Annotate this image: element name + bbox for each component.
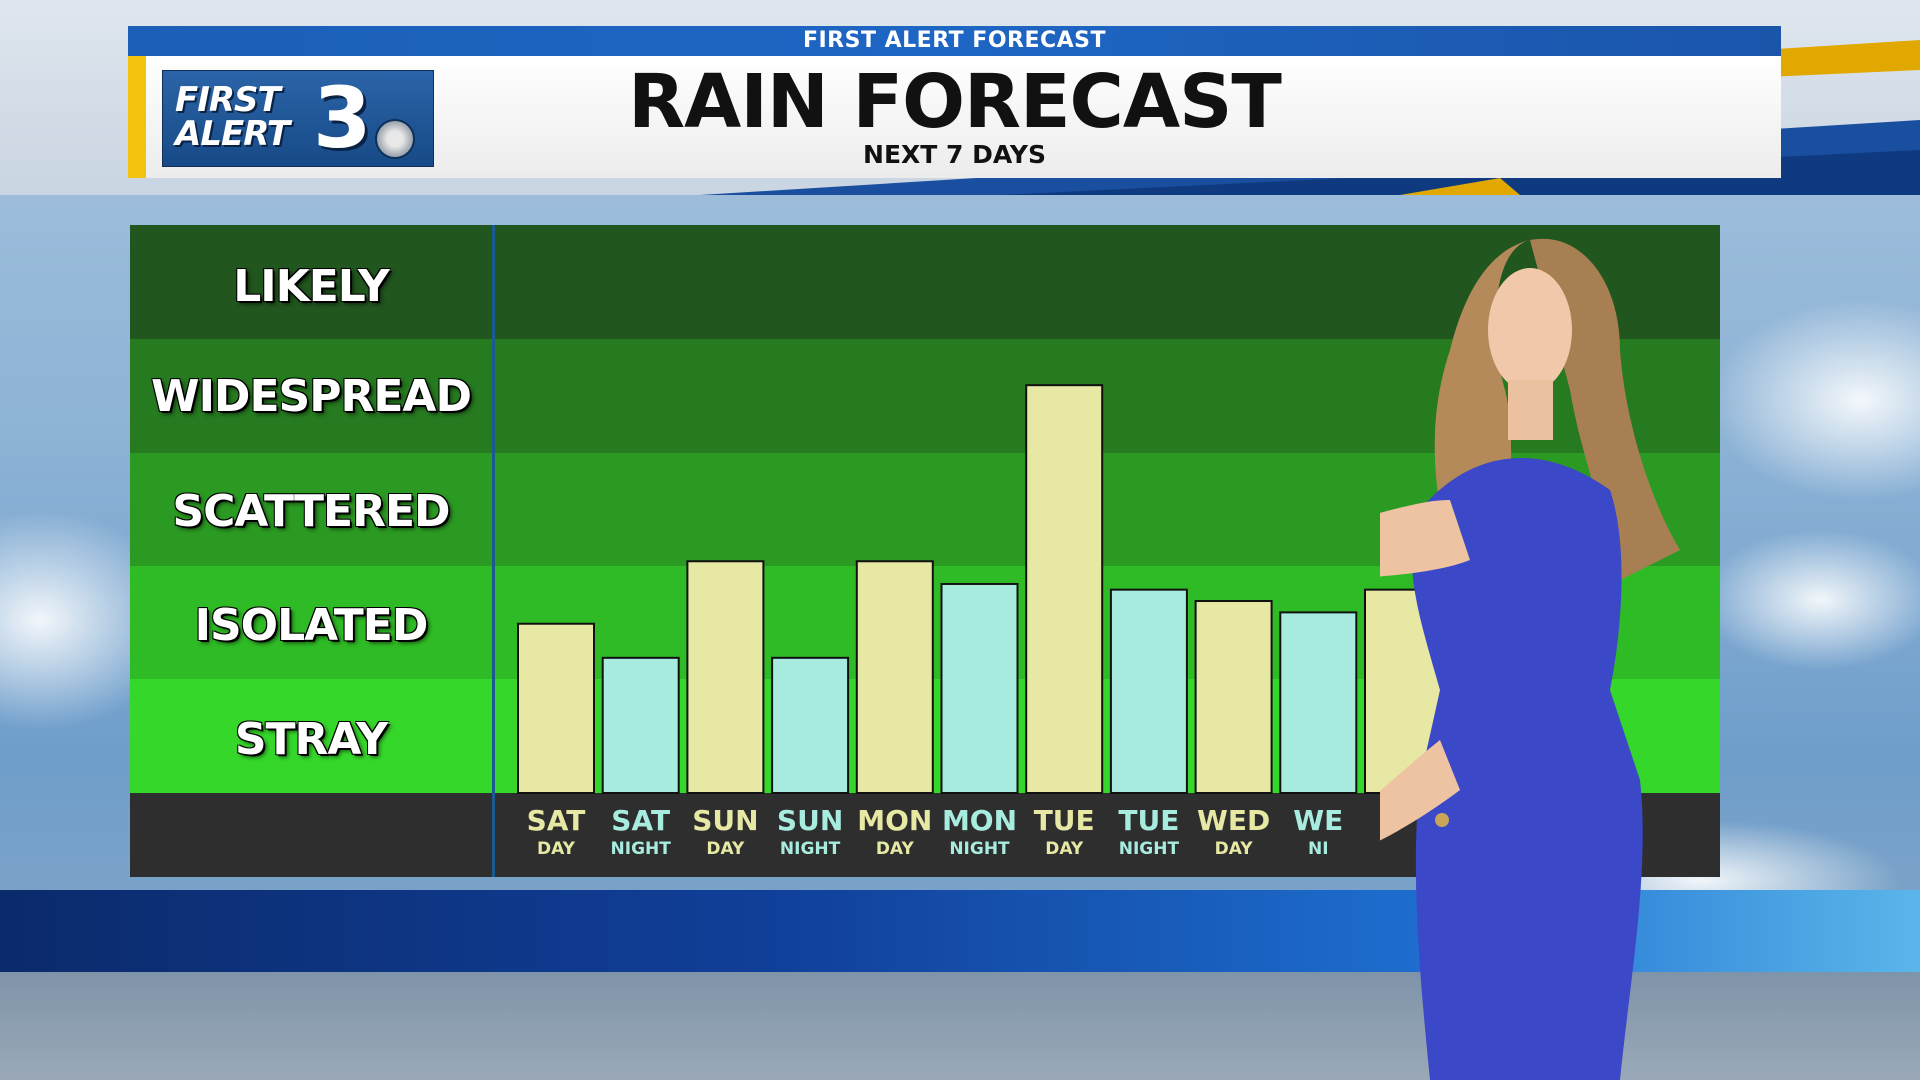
- forecast-banner: FIRST ALERT FORECAST: [128, 26, 1781, 56]
- x-tick-sublabel: NIGHT: [1118, 839, 1180, 859]
- x-tick-sublabel: DAY: [875, 839, 914, 859]
- x-tick-sublabel: DAY: [1214, 839, 1253, 859]
- bar-we-ni: [1279, 611, 1358, 794]
- x-tick-label: SAT: [611, 804, 671, 837]
- bar-tue-day: [1025, 384, 1104, 794]
- page-subtitle: NEXT 7 DAYS: [863, 140, 1046, 169]
- bar-sat-night: [601, 656, 680, 795]
- bar-mon-night: [940, 582, 1019, 795]
- x-tick-sublabel: DAY: [706, 839, 745, 859]
- logo-wordmark: FIRST ALERT: [175, 80, 290, 154]
- y-label-isolated: ISOLATED: [194, 600, 429, 651]
- y-label-scattered: SCATTERED: [172, 486, 450, 537]
- x-tick-label: SUN: [776, 804, 844, 837]
- bar-wed-day: [1194, 600, 1273, 794]
- header-accent: [128, 56, 146, 178]
- band-likely: [130, 225, 1720, 339]
- y-label-stray: STRAY: [234, 714, 388, 765]
- x-tick-sublabel: NIGHT: [779, 839, 841, 859]
- y-label-widespread: WIDESPREAD: [151, 371, 472, 422]
- logo-number: 3: [313, 69, 372, 167]
- bar-sun-day: [686, 560, 765, 795]
- x-tick-label: TUE: [1118, 804, 1180, 837]
- x-tick-sublabel: NIGHT: [610, 839, 671, 859]
- x-tick-sublabel: DAY: [537, 839, 575, 859]
- x-tick-label: SUN: [692, 804, 759, 837]
- bar-sat-day: [517, 622, 595, 794]
- bar-mon-day: [855, 560, 934, 795]
- x-tick-sublabel: NIGHT: [949, 839, 1010, 859]
- x-tick-sublabel: NI: [1308, 839, 1329, 859]
- label-divider: [492, 225, 495, 877]
- bars-layer: [517, 384, 1527, 795]
- y-label-likely: LIKELY: [233, 261, 390, 312]
- bar-tue-night: [1109, 588, 1188, 794]
- x-tick-label: WED: [1196, 804, 1271, 837]
- station-logo: FIRST ALERT 3: [162, 70, 434, 167]
- rain-chart: LIKELY WIDESPREAD SCATTERED ISOLATED STR…: [130, 225, 1720, 877]
- x-tick-label: MON: [941, 804, 1018, 837]
- x-tick-label: SAT: [526, 804, 586, 837]
- x-tick-label: MON: [857, 804, 933, 837]
- page-title: RAIN FORECAST: [628, 59, 1282, 145]
- x-tick-label: TUE: [1033, 804, 1095, 837]
- cbs-eye-icon: [375, 119, 415, 159]
- bar-sun-night: [771, 656, 850, 795]
- meteorologist-figure: [1380, 238, 1680, 1080]
- x-tick-sublabel: DAY: [1045, 839, 1084, 859]
- x-tick-label: WE: [1293, 804, 1344, 837]
